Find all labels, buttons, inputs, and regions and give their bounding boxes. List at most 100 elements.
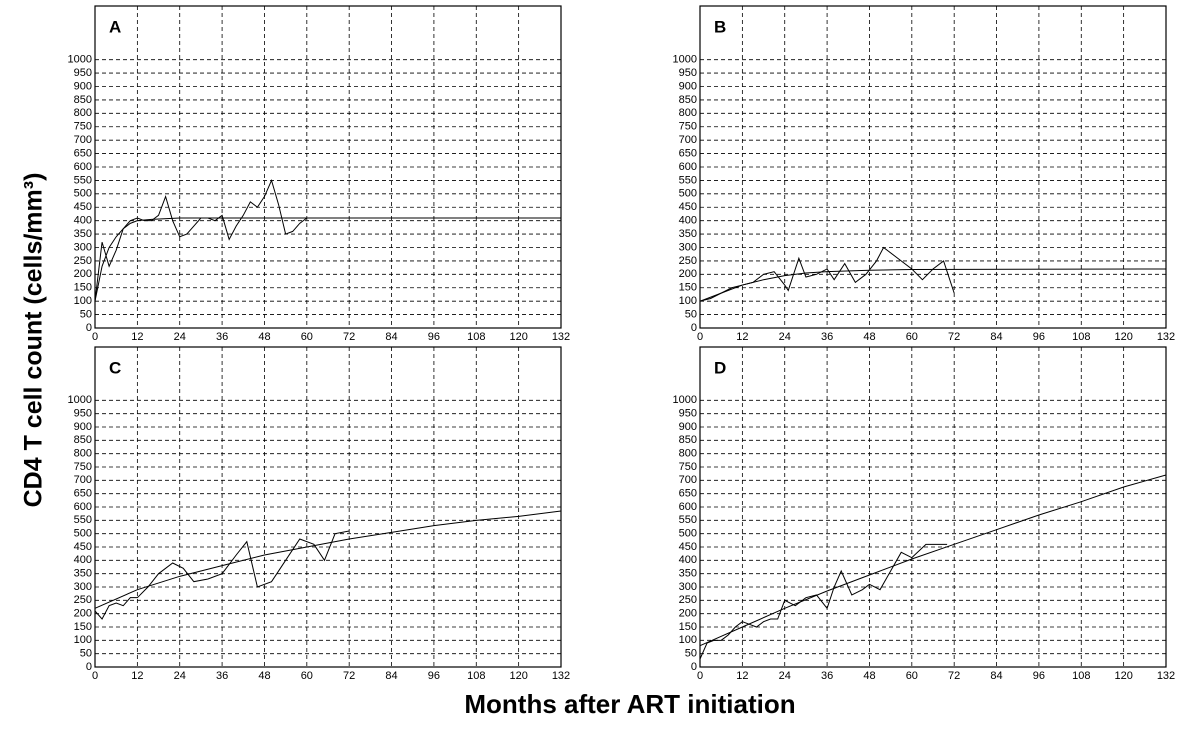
y-tick-label: 950 <box>679 408 697 420</box>
x-tick-label: 120 <box>1114 670 1132 682</box>
y-tick-label: 550 <box>74 514 92 526</box>
x-tick-label: 60 <box>301 331 313 343</box>
x-tick-label: 72 <box>343 670 355 682</box>
panel-label: D <box>714 358 726 377</box>
y-tick-label: 650 <box>74 147 92 159</box>
y-tick-label: 250 <box>74 255 92 267</box>
y-tick-label: 500 <box>679 528 697 540</box>
y-tick-label: 900 <box>74 421 92 433</box>
x-tick-label: 132 <box>1157 670 1175 682</box>
x-tick-label: 24 <box>779 331 791 343</box>
y-tick-label: 400 <box>74 215 92 227</box>
x-tick-label: 0 <box>697 331 703 343</box>
x-tick-label: 36 <box>216 670 228 682</box>
panel: 0501001502002503003504004505005506006507… <box>68 5 570 343</box>
y-tick-label: 600 <box>74 161 92 173</box>
y-tick-label: 1000 <box>68 54 92 66</box>
x-tick-label: 108 <box>467 670 485 682</box>
y-tick-label: 200 <box>679 608 697 620</box>
plot-frame <box>94 346 562 668</box>
y-tick-label: 800 <box>679 107 697 119</box>
y-tick-label: 0 <box>86 322 92 334</box>
y-tick-label: 850 <box>74 434 92 446</box>
x-tick-label: 24 <box>174 670 186 682</box>
x-tick-label: 60 <box>301 670 313 682</box>
y-tick-label: 300 <box>679 581 697 593</box>
y-tick-label: 800 <box>74 107 92 119</box>
y-tick-label: 600 <box>74 501 92 513</box>
y-tick-label: 950 <box>679 67 697 79</box>
x-tick-label: 120 <box>1114 331 1132 343</box>
y-tick-label: 350 <box>679 228 697 240</box>
x-tick-label: 36 <box>821 670 833 682</box>
y-tick-label: 300 <box>74 241 92 253</box>
x-tick-label: 0 <box>697 670 703 682</box>
y-tick-label: 700 <box>679 474 697 486</box>
y-tick-label: 850 <box>679 434 697 446</box>
x-tick-label: 60 <box>906 331 918 343</box>
data-line <box>699 474 1167 647</box>
x-tick-label: 96 <box>428 331 440 343</box>
y-tick-label: 0 <box>86 661 92 673</box>
plot-frame <box>699 346 1167 668</box>
y-tick-label: 700 <box>74 474 92 486</box>
y-tick-label: 50 <box>80 308 92 320</box>
x-tick-label: 24 <box>779 670 791 682</box>
y-tick-label: 450 <box>74 541 92 553</box>
y-tick-label: 450 <box>679 201 697 213</box>
y-tick-label: 200 <box>74 608 92 620</box>
y-tick-label: 400 <box>74 554 92 566</box>
y-tick-label: 350 <box>74 568 92 580</box>
x-tick-label: 84 <box>385 670 397 682</box>
x-tick-label: 12 <box>131 331 143 343</box>
data-line <box>699 268 1167 302</box>
y-tick-label: 400 <box>679 215 697 227</box>
y-tick-label: 300 <box>679 241 697 253</box>
x-tick-label: 36 <box>216 331 228 343</box>
y-tick-label: 600 <box>679 161 697 173</box>
y-tick-label: 0 <box>691 322 697 334</box>
x-tick-label: 12 <box>131 670 143 682</box>
y-tick-label: 700 <box>74 134 92 146</box>
y-tick-label: 400 <box>679 554 697 566</box>
y-tick-label: 150 <box>74 621 92 633</box>
x-tick-label: 132 <box>1157 331 1175 343</box>
x-tick-label: 84 <box>385 331 397 343</box>
panel: 0501001502002503003504004505005506006507… <box>673 346 1175 682</box>
y-tick-label: 250 <box>74 594 92 606</box>
y-tick-label: 750 <box>74 121 92 133</box>
y-tick-label: 100 <box>679 634 697 646</box>
y-tick-label: 200 <box>74 268 92 280</box>
y-tick-label: 550 <box>679 514 697 526</box>
y-tick-label: 50 <box>685 308 697 320</box>
data-line <box>94 178 308 302</box>
y-tick-label: 650 <box>74 488 92 500</box>
y-tick-label: 750 <box>679 121 697 133</box>
y-tick-label: 800 <box>74 448 92 460</box>
y-tick-label: 150 <box>74 282 92 294</box>
x-tick-label: 120 <box>509 670 527 682</box>
y-tick-label: 550 <box>74 174 92 186</box>
y-tick-label: 450 <box>74 201 92 213</box>
y-tick-label: 850 <box>679 94 697 106</box>
panel-label: A <box>109 17 121 36</box>
y-tick-label: 100 <box>679 295 697 307</box>
x-tick-label: 12 <box>736 331 748 343</box>
y-tick-label: 350 <box>679 568 697 580</box>
y-tick-label: 1000 <box>673 394 697 406</box>
x-tick-label: 48 <box>863 331 875 343</box>
x-tick-label: 108 <box>1072 331 1090 343</box>
x-tick-label: 108 <box>467 331 485 343</box>
x-tick-label: 96 <box>1033 670 1045 682</box>
y-tick-label: 550 <box>679 174 697 186</box>
y-tick-label: 250 <box>679 594 697 606</box>
x-tick-label: 108 <box>1072 670 1090 682</box>
y-tick-label: 1000 <box>673 54 697 66</box>
x-tick-label: 72 <box>948 670 960 682</box>
y-tick-label: 900 <box>74 80 92 92</box>
x-tick-label: 132 <box>552 670 570 682</box>
y-tick-label: 750 <box>74 461 92 473</box>
x-tick-label: 0 <box>92 331 98 343</box>
data-line <box>94 510 562 609</box>
